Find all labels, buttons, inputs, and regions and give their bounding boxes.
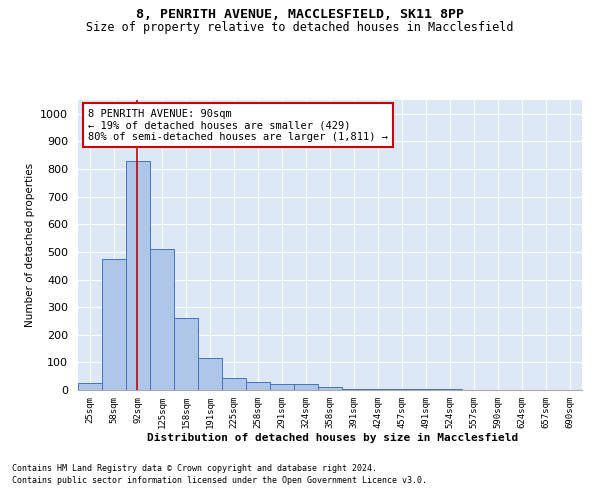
Bar [222,378,246,390]
Bar [126,161,150,390]
Text: Contains public sector information licensed under the Open Government Licence v3: Contains public sector information licen… [12,476,427,485]
Text: 8 PENRITH AVENUE: 90sqm
← 19% of detached houses are smaller (429)
80% of semi-d: 8 PENRITH AVENUE: 90sqm ← 19% of detache… [88,108,388,142]
Y-axis label: Number of detached properties: Number of detached properties [25,163,35,327]
Text: Distribution of detached houses by size in Macclesfield: Distribution of detached houses by size … [148,432,518,442]
Bar [390,389,414,390]
Bar [294,384,318,390]
Bar [318,387,342,390]
Bar [78,383,102,390]
Text: Contains HM Land Registry data © Crown copyright and database right 2024.: Contains HM Land Registry data © Crown c… [12,464,377,473]
Bar [198,358,222,390]
Bar [246,382,270,390]
Bar [342,388,366,390]
Bar [270,384,294,390]
Text: Size of property relative to detached houses in Macclesfield: Size of property relative to detached ho… [86,21,514,34]
Text: 8, PENRITH AVENUE, MACCLESFIELD, SK11 8PP: 8, PENRITH AVENUE, MACCLESFIELD, SK11 8P… [136,8,464,20]
Bar [366,388,390,390]
Bar [102,259,126,390]
Bar [174,318,198,390]
Bar [150,249,174,390]
